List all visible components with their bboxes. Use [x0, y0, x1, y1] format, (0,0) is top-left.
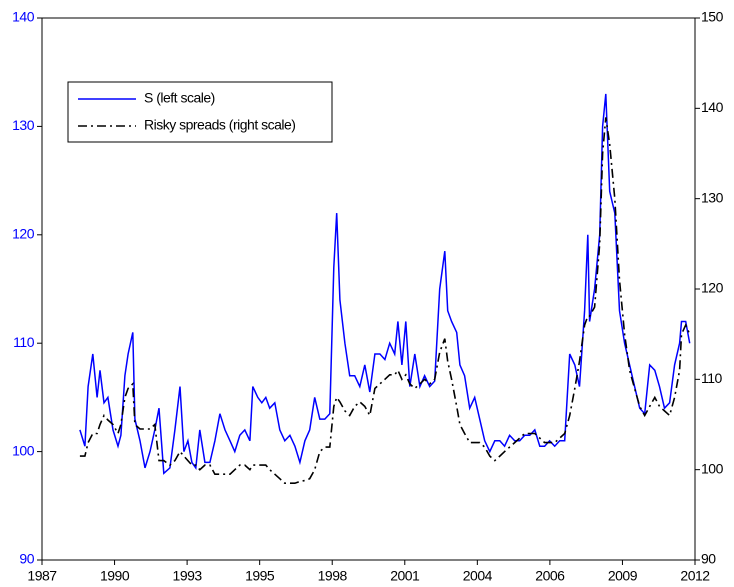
x-tick-label: 2004 — [463, 568, 493, 584]
y2-tick-label: 140 — [701, 99, 724, 115]
y-tick-label: 100 — [12, 442, 35, 458]
y-tick-label: 90 — [19, 551, 34, 567]
series-line — [79, 93, 691, 475]
x-tick-label: 1993 — [173, 568, 203, 584]
x-tick-label: 1987 — [27, 568, 57, 584]
y-tick-label: 120 — [12, 226, 35, 242]
y-tick-label: 140 — [12, 9, 35, 25]
series-line — [79, 117, 691, 484]
y2-tick-label: 90 — [701, 551, 716, 567]
x-tick-label: 2006 — [535, 568, 565, 584]
y2-tick-label: 110 — [701, 370, 723, 386]
legend-label: S (left scale) — [144, 90, 215, 106]
y2-tick-label: 150 — [701, 9, 724, 25]
x-tick-label: 1995 — [245, 568, 275, 584]
legend-label: Risky spreads (right scale) — [144, 117, 295, 133]
x-tick-label: 1998 — [318, 568, 348, 584]
x-tick-label: 2009 — [608, 568, 638, 584]
y2-tick-label: 130 — [701, 189, 724, 205]
x-tick-label: 2012 — [680, 568, 710, 584]
x-tick-label: 2001 — [390, 568, 420, 584]
x-tick-label: 1990 — [100, 568, 130, 584]
legend-box — [67, 81, 333, 143]
y2-tick-label: 120 — [701, 280, 724, 296]
y2-tick-label: 100 — [701, 460, 724, 476]
y-tick-label: 110 — [13, 334, 35, 350]
y-tick-label: 130 — [12, 117, 35, 133]
